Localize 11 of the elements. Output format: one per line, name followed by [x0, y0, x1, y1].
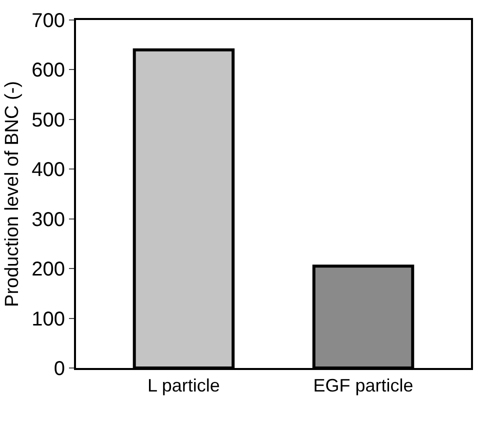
- y-tick-label: 700: [32, 10, 65, 32]
- y-tick-label: 600: [32, 60, 65, 82]
- x-tick-label: EGF particle: [313, 376, 414, 396]
- y-axis-title: Production level of BNC (-): [2, 81, 23, 307]
- y-tick-label: 500: [32, 109, 65, 132]
- y-tick-label: 100: [32, 308, 65, 330]
- y-tick-label: 0: [54, 358, 65, 380]
- x-tick-label: L particle: [148, 376, 220, 396]
- y-tick-label: 300: [32, 208, 65, 231]
- y-tick-label: 400: [32, 159, 65, 182]
- y-tick-label: 200: [32, 258, 65, 281]
